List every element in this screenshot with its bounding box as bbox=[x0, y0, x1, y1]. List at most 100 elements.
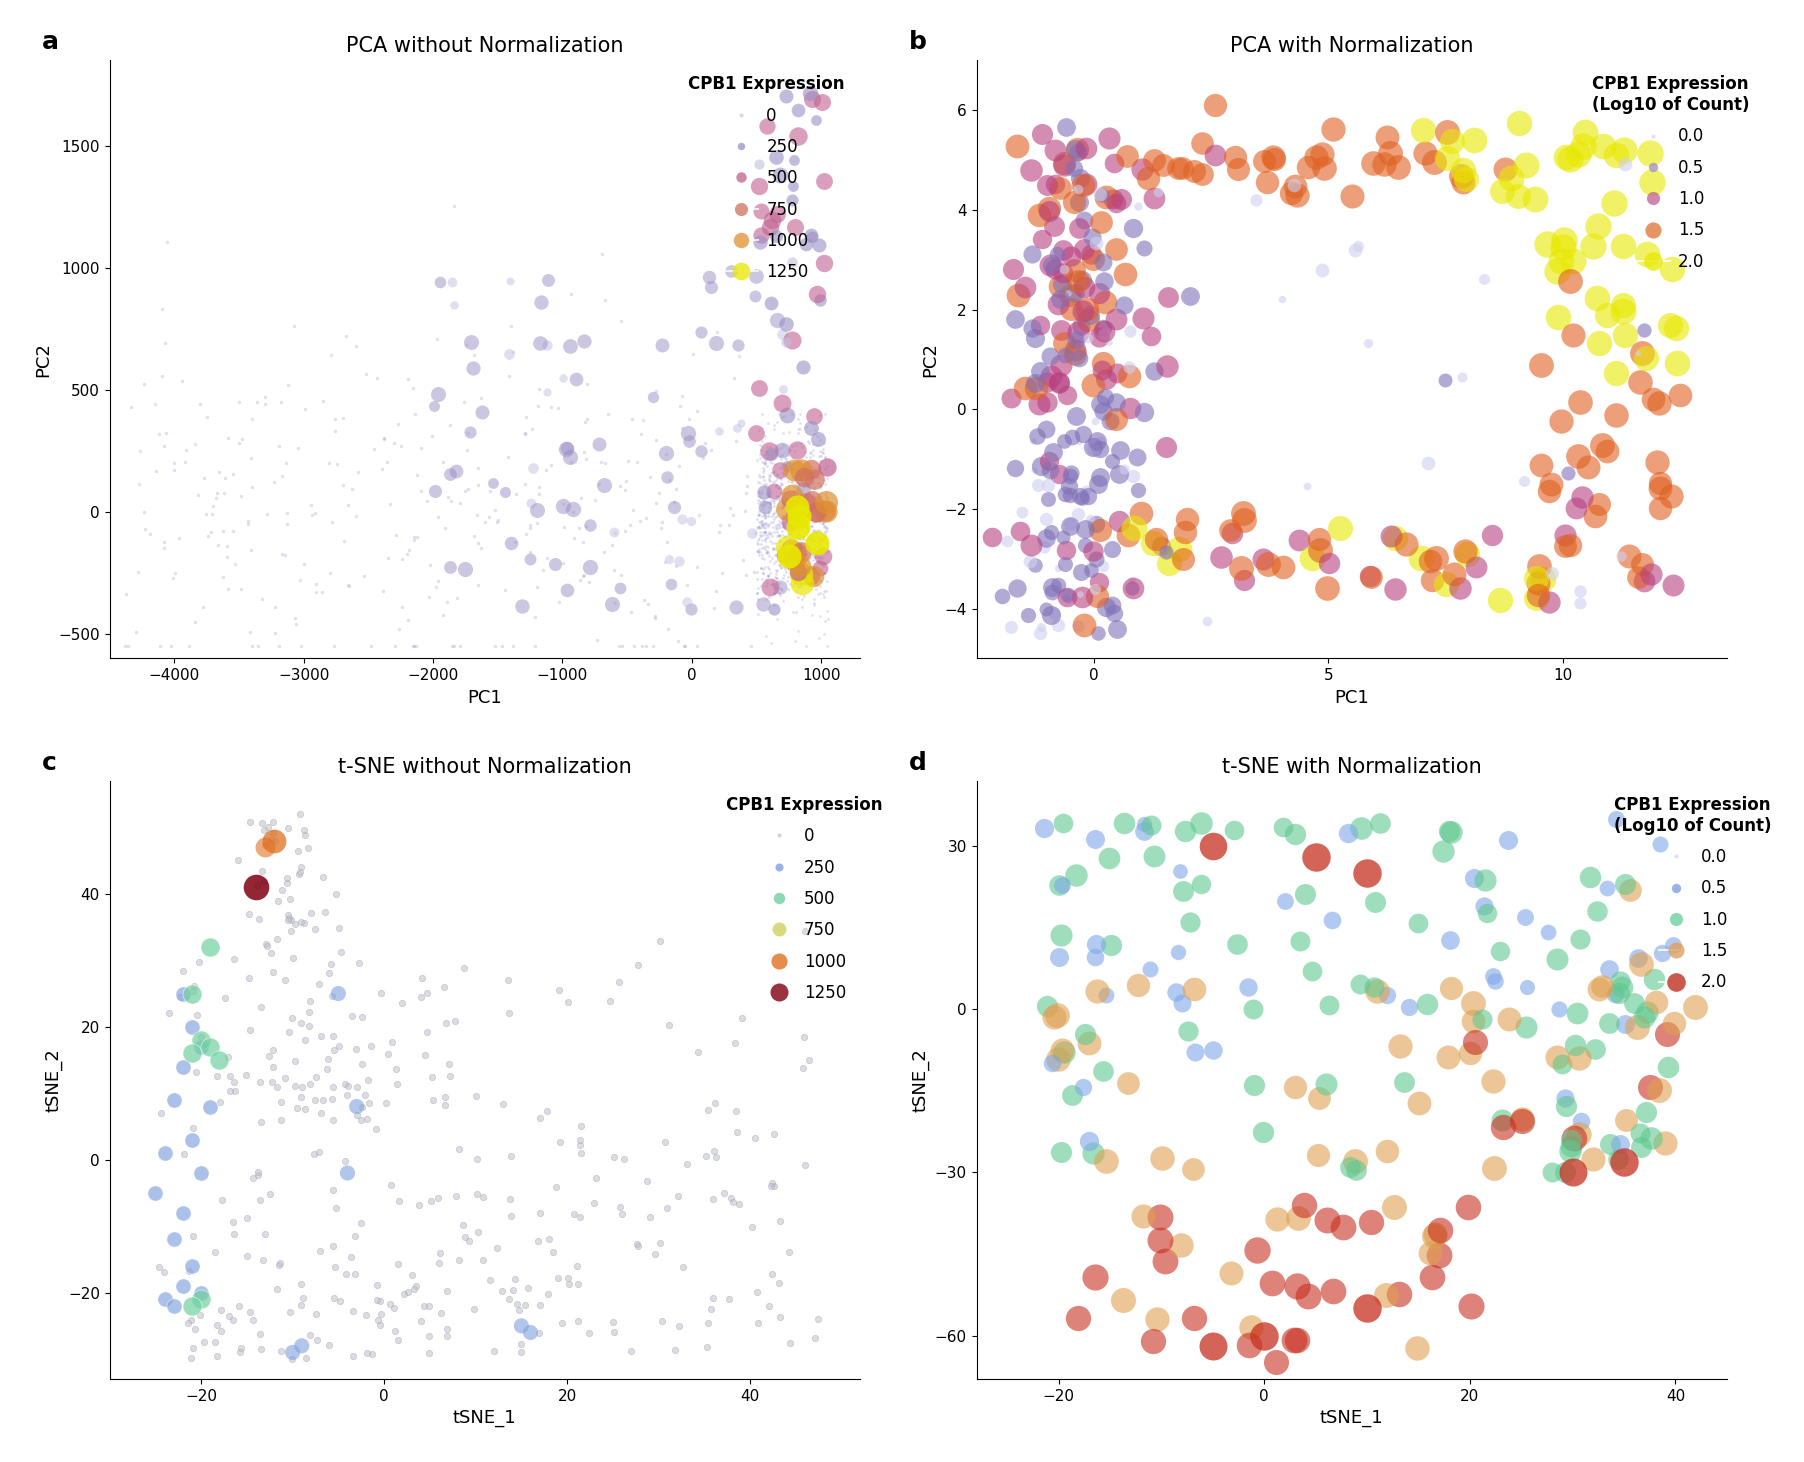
Point bbox=[1144, 1307, 1173, 1330]
Point bbox=[754, 466, 783, 490]
Point bbox=[754, 439, 783, 462]
Point bbox=[1602, 404, 1631, 427]
Point bbox=[805, 491, 833, 515]
Point bbox=[810, 539, 839, 563]
Point bbox=[249, 1249, 278, 1272]
Point bbox=[296, 493, 325, 516]
Point bbox=[778, 513, 806, 537]
Point bbox=[810, 579, 839, 602]
Point bbox=[644, 481, 673, 504]
Point bbox=[253, 934, 281, 958]
Point bbox=[794, 499, 823, 522]
Point bbox=[1063, 864, 1091, 887]
Point bbox=[783, 526, 812, 550]
Point bbox=[810, 526, 839, 550]
Point bbox=[451, 1225, 480, 1249]
Point bbox=[803, 1307, 832, 1330]
Point bbox=[754, 484, 783, 507]
Point bbox=[238, 635, 267, 658]
Point bbox=[1037, 364, 1066, 387]
Point bbox=[415, 553, 444, 576]
Point bbox=[794, 556, 823, 579]
Point bbox=[653, 617, 682, 640]
Point bbox=[630, 409, 658, 433]
Point bbox=[806, 485, 835, 509]
Point bbox=[384, 1327, 413, 1351]
Point bbox=[779, 510, 808, 534]
Point bbox=[1560, 1126, 1589, 1149]
Point bbox=[1118, 216, 1147, 240]
Point bbox=[1137, 325, 1165, 348]
Point bbox=[525, 1202, 554, 1225]
Point bbox=[1091, 184, 1120, 208]
Point bbox=[328, 406, 357, 430]
Point bbox=[1342, 1159, 1371, 1183]
Point bbox=[354, 1069, 382, 1092]
Point bbox=[778, 484, 806, 507]
Point bbox=[123, 560, 152, 583]
Point bbox=[759, 461, 788, 484]
Point bbox=[776, 439, 805, 462]
Point bbox=[752, 491, 781, 515]
Point bbox=[745, 433, 774, 456]
Point bbox=[790, 488, 819, 512]
Point bbox=[1084, 472, 1113, 496]
Point bbox=[516, 548, 545, 572]
Point bbox=[290, 398, 319, 421]
Point bbox=[787, 563, 815, 586]
Point bbox=[1339, 184, 1367, 208]
Point bbox=[146, 1101, 175, 1124]
Point bbox=[695, 1311, 723, 1335]
Point bbox=[386, 434, 415, 458]
Point bbox=[756, 462, 785, 485]
Point bbox=[1550, 228, 1578, 251]
Point bbox=[805, 532, 833, 556]
Point bbox=[759, 469, 788, 493]
Point bbox=[805, 545, 833, 569]
Point bbox=[166, 985, 195, 1009]
Point bbox=[799, 496, 828, 519]
Point bbox=[792, 491, 821, 515]
Point bbox=[1070, 613, 1099, 636]
Point bbox=[1449, 170, 1477, 193]
Point bbox=[805, 509, 833, 532]
Point bbox=[783, 500, 812, 523]
Point bbox=[761, 544, 790, 567]
Point bbox=[1651, 1130, 1680, 1154]
Point bbox=[1241, 189, 1270, 212]
Point bbox=[413, 488, 442, 512]
Point bbox=[226, 431, 254, 455]
Point bbox=[792, 474, 821, 497]
Point bbox=[684, 503, 713, 526]
Point bbox=[1052, 115, 1081, 139]
Point bbox=[433, 1317, 462, 1341]
Point bbox=[812, 599, 841, 623]
Point bbox=[287, 1076, 316, 1099]
Point bbox=[402, 525, 431, 548]
Point bbox=[1128, 158, 1156, 181]
Point bbox=[788, 355, 817, 379]
Point bbox=[1050, 428, 1079, 452]
Point bbox=[341, 335, 370, 358]
Point bbox=[794, 560, 823, 583]
Point bbox=[301, 1303, 330, 1326]
Point bbox=[1061, 338, 1090, 361]
Point bbox=[763, 523, 792, 547]
Point bbox=[1026, 121, 1055, 145]
Point bbox=[496, 314, 525, 338]
Point bbox=[368, 458, 397, 481]
Point bbox=[745, 490, 774, 513]
Point bbox=[595, 990, 624, 1013]
Point bbox=[130, 518, 159, 541]
Point bbox=[781, 570, 810, 594]
Point bbox=[1562, 496, 1591, 519]
Point bbox=[772, 500, 801, 523]
Point bbox=[433, 1325, 462, 1348]
Point bbox=[745, 501, 774, 525]
Point bbox=[247, 811, 276, 835]
Point bbox=[1054, 588, 1082, 611]
Point bbox=[1436, 820, 1465, 844]
Point bbox=[759, 582, 788, 605]
Point bbox=[350, 1083, 379, 1107]
Point bbox=[767, 487, 796, 510]
